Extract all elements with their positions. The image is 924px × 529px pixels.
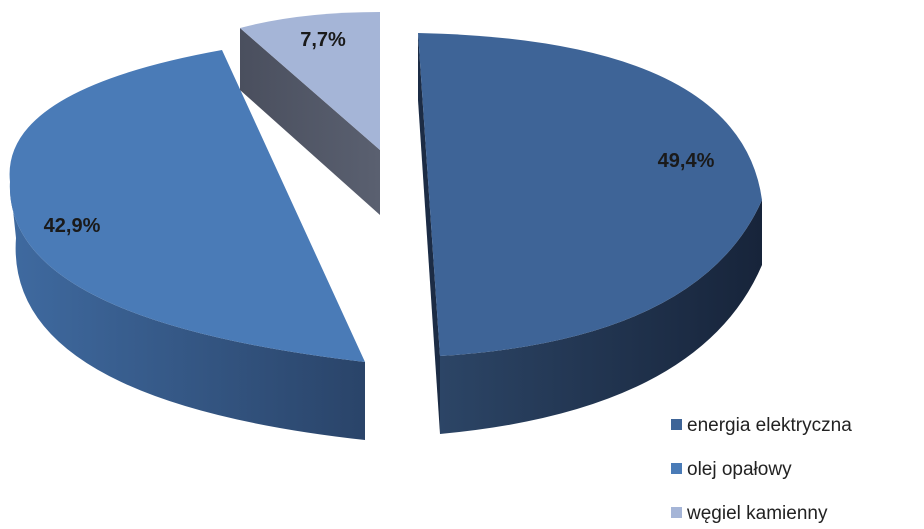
slice-olej-opalowy-top [9,50,365,362]
data-label-olej-opalowy: 42,9% [44,215,101,237]
legend-swatch-energia-elektryczna [671,419,682,430]
data-label-energia-elektryczna: 49,4% [658,150,715,172]
slice-wegiel-kamienny [240,12,380,215]
slice-olej-opalowy-side [9,182,365,440]
legend-swatch-olej-opalowy [671,463,682,474]
slice-energia-elektryczna-cut-face [418,33,440,434]
legend-swatch-wegiel-kamienny [671,507,682,518]
slice-energia-elektryczna [418,33,762,434]
legend: energia elektryczna olej opałowy węgiel … [671,415,852,524]
legend-label-energia-elektryczna: energia elektryczna [687,415,852,436]
data-label-wegiel-kamienny: 7,7% [300,29,346,51]
slice-energia-elektryczna-top [418,33,762,356]
slice-energia-elektryczna-side [440,200,762,434]
legend-label-wegiel-kamienny: węgiel kamienny [686,503,828,524]
legend-label-olej-opalowy: olej opałowy [687,459,792,480]
legend-item-wegiel-kamienny: węgiel kamienny [671,503,828,524]
legend-item-olej-opalowy: olej opałowy [671,459,792,480]
slice-wegiel-kamienny-side [240,28,380,215]
slice-wegiel-kamienny-top [240,12,380,150]
slice-olej-opalowy [9,50,365,440]
legend-item-energia-elektryczna: energia elektryczna [671,415,852,436]
